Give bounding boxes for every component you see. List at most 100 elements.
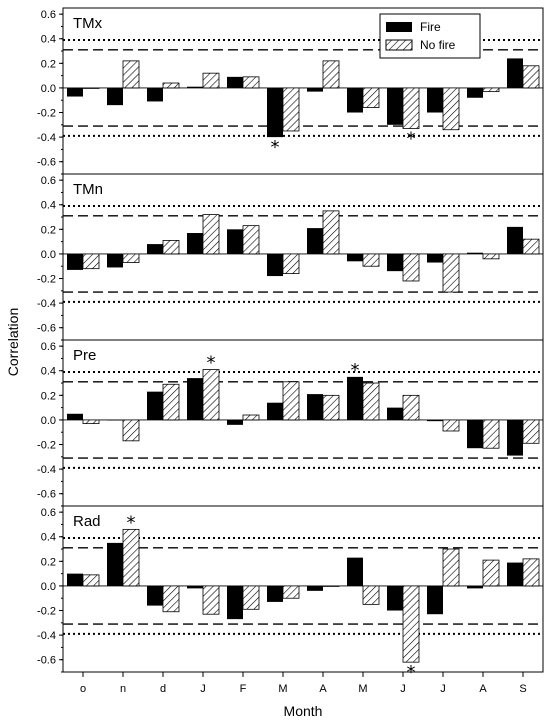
bar-no-fire: [482, 87, 500, 93]
bar-no-fire: [442, 253, 460, 293]
y-tick-label: -0.2: [37, 108, 56, 120]
bar-no-fire: [402, 394, 420, 421]
panel-tmx: * * -0.6 -0.4 -0.2 0.0 0.2 0.4 0.6 TMx: [37, 7, 544, 175]
bar-no-fire: [442, 419, 460, 432]
x-tick-label: F: [240, 683, 247, 695]
bar-no-fire: [482, 419, 500, 449]
y-tick-label: 0.6: [41, 341, 56, 353]
y-tick-label: 0.4: [41, 200, 56, 212]
x-tick-label: M: [278, 683, 287, 695]
bar-fire: [427, 253, 443, 263]
y-tick-label: 0.4: [41, 366, 56, 378]
bar-fire: [387, 585, 403, 611]
significance-star: *: [207, 353, 216, 374]
bar-fire: [187, 585, 203, 589]
bar-fire: [267, 253, 283, 277]
x-tick-label: J: [200, 683, 206, 695]
panel-label: TMn: [73, 181, 103, 198]
x-axis-title: Month: [284, 703, 323, 719]
x-tick-label: n: [120, 683, 126, 695]
bar-no-fire: [522, 238, 540, 255]
y-tick-label: -0.4: [37, 298, 56, 310]
bar-no-fire: [122, 253, 140, 263]
y-tick-label: 0.0: [41, 415, 56, 427]
bar-no-fire: [362, 382, 380, 421]
x-tick-label: J: [400, 683, 406, 695]
bar-no-fire: [242, 225, 260, 255]
y-tick-label: 0.2: [41, 556, 56, 568]
bar-no-fire: [402, 585, 420, 663]
bar-fire: [427, 87, 443, 113]
y-tick-label: 0.2: [41, 58, 56, 70]
panel-rad: * * -0.6 -0.4 -0.2 0.0 0.2 0.4 0.6 Rad: [37, 505, 544, 683]
legend-label-fire: Fire: [420, 20, 441, 34]
y-tick-label: -0.2: [37, 440, 56, 452]
y-axis-title: Correlation: [5, 308, 21, 376]
bar-fire: [347, 87, 363, 113]
y-tick-label: 0.0: [41, 581, 56, 593]
bar-fire: [67, 87, 83, 97]
bar-fire: [427, 419, 443, 422]
bar-fire: [107, 87, 123, 106]
bar-no-fire: [242, 76, 260, 89]
panel-frame: [62, 505, 544, 673]
y-tick-label: -0.6: [37, 489, 56, 501]
bar-no-fire: [322, 585, 340, 587]
x-tick-label: M: [358, 683, 367, 695]
legend-swatch-fire: [386, 22, 412, 32]
bar-fire: [467, 252, 483, 254]
panel-label: TMx: [73, 15, 103, 32]
bar-fire: [467, 585, 483, 589]
bar-fire: [307, 394, 323, 420]
bar-fire: [307, 228, 323, 254]
y-tick-label: 0.6: [41, 507, 56, 519]
bar-no-fire: [82, 574, 100, 587]
bar-no-fire: [82, 419, 100, 425]
bar-no-fire: [282, 585, 300, 599]
bar-no-fire: [522, 558, 540, 587]
bar-no-fire: [242, 585, 260, 610]
bar-fire: [187, 378, 203, 420]
bar-no-fire: [442, 548, 460, 587]
bar-no-fire: [282, 87, 300, 132]
bar-no-fire: [202, 369, 220, 421]
bar-no-fire: [202, 585, 220, 615]
bar-no-fire: [522, 65, 540, 89]
bar-fire: [227, 585, 243, 620]
bar-fire: [427, 585, 443, 615]
bar-no-fire: [242, 414, 260, 421]
bar-no-fire: [122, 528, 140, 587]
y-tick-label: 0.4: [41, 532, 56, 544]
bar-fire: [347, 253, 363, 262]
bar-fire: [507, 226, 523, 254]
y-tick-label: -0.4: [37, 464, 56, 476]
panel-label: Rad: [73, 513, 101, 530]
x-tick-label: d: [160, 683, 166, 695]
bar-fire: [67, 253, 83, 270]
bar-fire: [307, 585, 323, 591]
bar-no-fire: [282, 381, 300, 421]
bar-fire: [67, 413, 83, 420]
bar-fire: [107, 542, 123, 586]
y-tick-label: 0.0: [41, 249, 56, 261]
bar-no-fire: [482, 253, 500, 260]
significance-star: *: [407, 129, 416, 150]
bar-no-fire: [202, 72, 220, 89]
bar-fire: [467, 419, 483, 449]
bar-fire: [147, 391, 163, 420]
bar-fire: [147, 87, 163, 102]
bar-fire: [227, 229, 243, 254]
significance-star: *: [407, 662, 416, 683]
legend-label-no-fire: No fire: [420, 38, 456, 52]
bar-fire: [267, 402, 283, 420]
bar-fire: [267, 87, 283, 138]
bar-no-fire: [522, 419, 540, 444]
bar-fire: [387, 87, 403, 125]
bar-no-fire: [402, 87, 420, 129]
bar-fire: [267, 585, 283, 602]
bar-no-fire: [82, 253, 100, 270]
y-tick-label: 0.2: [41, 224, 56, 236]
bar-fire: [387, 253, 403, 272]
